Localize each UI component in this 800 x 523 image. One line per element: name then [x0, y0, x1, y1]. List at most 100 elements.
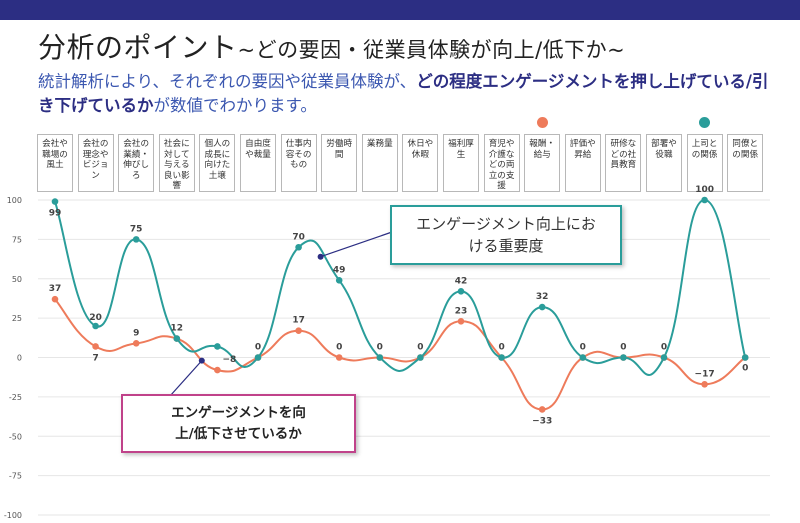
data-point-orange — [335, 354, 343, 361]
data-label-teal: 20 — [89, 313, 102, 323]
category-label: 育児や介護などの両立の支援 — [483, 134, 520, 192]
y-tick-label: 50 — [12, 275, 22, 284]
data-label-teal: 100 — [695, 185, 714, 195]
y-tick-label: -75 — [9, 472, 22, 481]
category-label: 会社や職場の風土 — [37, 134, 73, 192]
category-label: 報酬・給与 — [524, 134, 561, 192]
data-point-teal — [254, 354, 262, 361]
callout-connector-dot — [317, 253, 324, 260]
y-tick-label: -100 — [4, 511, 22, 520]
legend-dot — [536, 117, 548, 128]
data-point-teal — [701, 196, 708, 204]
data-label-orange: 7 — [92, 353, 98, 363]
data-label-teal: 32 — [536, 292, 549, 302]
data-label-orange: 23 — [455, 306, 468, 316]
y-tick-label: 0 — [17, 354, 22, 363]
category-label-text: 自由度や裁量 — [245, 139, 271, 160]
category-label-text: 研修などの社員教育 — [610, 139, 637, 170]
y-tick-label: 25 — [12, 314, 22, 323]
category-label-text: 報酬・給与 — [529, 139, 556, 160]
category-label-text: 個人の成長に向けた土壌 — [204, 139, 231, 181]
data-point-teal — [173, 335, 181, 342]
callout-connector — [320, 231, 393, 258]
category-label: 仕事内容そのもの — [280, 134, 317, 192]
category-label: 研修などの社員教育 — [605, 134, 642, 192]
data-point-teal — [660, 354, 668, 361]
data-label-orange: 0 — [336, 343, 342, 353]
data-label-teal: 99 — [49, 209, 62, 219]
description-bold: どの程度エンゲージメントを押し上げている/引き下げているか — [38, 72, 769, 115]
callout-connector-dot — [198, 357, 205, 364]
data-point-teal — [295, 243, 302, 251]
category-label: 同僚との関係 — [727, 134, 764, 192]
data-label-orange: −8 — [222, 355, 236, 365]
category-label-text: 社会に対して与える良い影響 — [163, 139, 190, 191]
data-label-orange: −33 — [532, 416, 552, 426]
data-point-teal — [538, 303, 546, 311]
data-label-teal: 75 — [130, 224, 143, 234]
category-label: 部署や役職 — [646, 134, 682, 192]
data-point-orange — [701, 380, 708, 388]
data-point-orange — [132, 340, 140, 347]
y-tick-label: -25 — [9, 393, 22, 402]
callout-direction-text: エンゲージメントを向上/低下させているか — [171, 404, 306, 442]
data-label-orange: 9 — [133, 328, 139, 338]
category-label-text: 同僚との関係 — [732, 139, 759, 160]
category-label: 業務量 — [361, 134, 398, 192]
category-label-text: 仕事内容そのもの — [285, 139, 312, 170]
data-point-teal — [335, 277, 343, 284]
category-label: 自由度や裁量 — [240, 134, 276, 192]
data-point-teal — [741, 354, 749, 361]
data-label-orange: 0 — [620, 343, 626, 353]
data-label-orange: 0 — [377, 343, 383, 353]
category-label-text: 会社の理念やビジョン — [82, 139, 109, 181]
legend-dot — [699, 117, 711, 128]
callout-importance: エンゲージメント向上における重要度 — [390, 205, 622, 265]
category-label: 個人の成長に向けた土壌 — [199, 134, 236, 192]
data-label-orange: 0 — [498, 343, 504, 353]
data-label-teal: 49 — [333, 265, 346, 275]
category-label-text: 評価や昇給 — [569, 139, 596, 160]
data-point-orange — [214, 366, 221, 374]
category-label: 評価や昇給 — [564, 134, 601, 192]
category-label: 福利厚生 — [443, 134, 479, 192]
category-label-text: 業務量 — [366, 139, 393, 149]
data-point-teal — [457, 288, 465, 295]
data-point-teal — [92, 322, 99, 330]
category-label: 会社の業績・伸びしろ — [118, 134, 155, 192]
data-label-orange: 0 — [417, 343, 423, 353]
data-point-teal — [51, 198, 59, 205]
data-label-orange: 12 — [171, 324, 184, 334]
callout-importance-text: エンゲージメント向上における重要度 — [416, 215, 596, 255]
data-point-teal — [376, 354, 384, 361]
data-point-orange — [295, 327, 302, 335]
series-line-orange — [54, 298, 746, 411]
page-title: 分析のポイント~どの要因・従業員体験が向上/低下か~ — [38, 26, 625, 66]
category-label-text: 会社の業績・伸びしろ — [123, 139, 150, 181]
series-line-teal — [54, 198, 747, 376]
data-point-teal — [620, 354, 627, 361]
description: 統計解析により、それぞれの要因や従業員体験が、どの程度エンゲージメントを押し上げ… — [38, 70, 778, 118]
category-label-text: 育児や介護などの両立の支援 — [488, 139, 515, 191]
page-title-main: 分析のポイント — [38, 31, 238, 64]
category-label: 休日や休暇 — [402, 134, 439, 192]
data-label-orange: 17 — [292, 316, 305, 326]
data-point-orange — [51, 295, 59, 303]
y-tick-label: 100 — [7, 196, 22, 205]
callout-direction: エンゲージメントを向上/低下させているか — [121, 394, 356, 453]
data-label-teal: 0 — [742, 364, 748, 374]
description-part2: が数値でわかります。 — [153, 96, 317, 115]
data-label-teal: 42 — [455, 276, 468, 286]
data-point-teal — [132, 236, 140, 243]
data-label-orange: 0 — [661, 343, 667, 353]
data-point-orange — [538, 406, 546, 413]
data-label-orange: −17 — [695, 369, 715, 379]
category-label-text: 労働時間 — [326, 139, 353, 160]
data-point-orange — [92, 343, 99, 350]
data-label-orange: 37 — [49, 284, 62, 294]
data-label-orange: 0 — [255, 343, 261, 353]
category-label: 上司との関係 — [686, 134, 723, 192]
data-point-teal — [417, 354, 424, 361]
y-tick-label: -50 — [9, 432, 22, 441]
